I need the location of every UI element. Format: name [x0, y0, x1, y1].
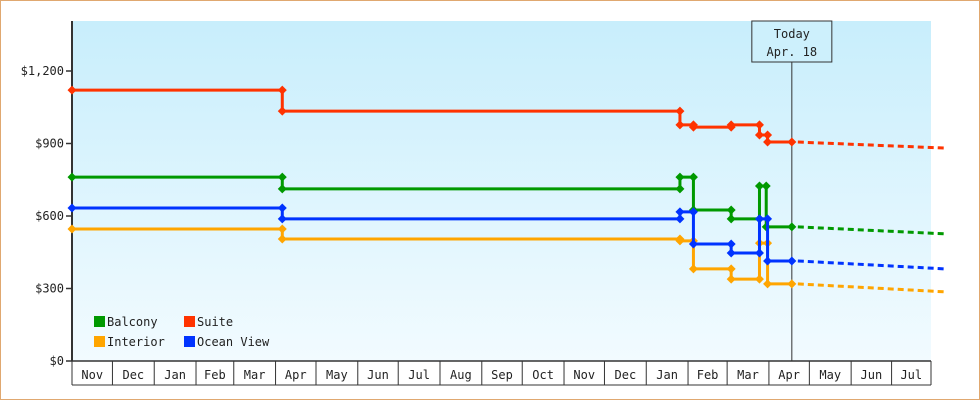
suite-point	[726, 120, 736, 130]
suite-forecast-line	[797, 140, 946, 150]
balcony-point	[787, 222, 797, 232]
ocean-view-point	[726, 248, 736, 258]
x-tick-label: Nov	[573, 368, 595, 382]
suite-point	[675, 120, 685, 130]
x-tick-label: May	[326, 368, 348, 382]
interior-point	[726, 274, 736, 284]
x-tick-label: Nov	[81, 368, 103, 382]
interior-point	[277, 234, 287, 244]
suite-point	[688, 122, 698, 132]
ocean-view-point	[787, 256, 797, 266]
y-tick-label: $300	[35, 282, 64, 296]
x-tick-label: Jul	[408, 368, 430, 382]
balcony-point	[277, 184, 287, 194]
plot-area	[72, 21, 931, 361]
balcony-point	[726, 205, 736, 215]
x-tick-label: Oct	[532, 368, 554, 382]
legend-swatch	[184, 336, 195, 347]
suite-point	[67, 85, 77, 95]
today-label-box	[751, 20, 833, 63]
legend-swatch	[94, 336, 105, 347]
suite-point	[675, 106, 685, 116]
x-tick-label: Apr	[778, 368, 800, 382]
x-tick-label: Jun	[861, 368, 883, 382]
y-tick-label: $1,200	[21, 64, 64, 78]
x-tick-label: Sep	[491, 368, 513, 382]
x-tick-label: Jan	[656, 368, 678, 382]
suite-point	[277, 85, 287, 95]
interior-point	[726, 264, 736, 274]
interior-forecast-line	[797, 282, 946, 294]
balcony-point	[675, 184, 685, 194]
x-tick-label: Feb	[697, 368, 719, 382]
balcony-point	[754, 181, 764, 191]
interior-point	[277, 224, 287, 234]
ocean-view-point	[754, 214, 764, 224]
balcony-point	[675, 172, 685, 182]
today-date-label: Apr. 18	[767, 45, 818, 59]
y-tick-label: $900	[35, 137, 64, 151]
balcony-point	[277, 172, 287, 182]
y-tick-label: $0	[50, 354, 64, 368]
balcony-forecast-line	[797, 225, 946, 236]
ocean-view-point	[763, 214, 773, 224]
ocean-view-point	[754, 248, 764, 258]
x-tick-label: Mar	[244, 368, 266, 382]
suite-point	[763, 130, 773, 140]
ocean-view-point	[763, 256, 773, 266]
interior-point	[787, 279, 797, 289]
ocean-view-point	[277, 214, 287, 224]
y-tick-label: $600	[35, 209, 64, 223]
ocean-view-point	[726, 239, 736, 249]
ocean-view-forecast-line	[797, 259, 946, 271]
interior-point	[754, 274, 764, 284]
interior-point	[675, 236, 685, 246]
legend-swatch	[184, 316, 195, 327]
legend-label: Balcony	[107, 315, 158, 329]
x-tick-label: May	[819, 368, 841, 382]
ocean-view-point	[277, 203, 287, 213]
ocean-view-point	[688, 207, 698, 217]
ocean-view-point	[675, 214, 685, 224]
x-tick-label: Jan	[164, 368, 186, 382]
interior-point	[67, 224, 77, 234]
x-tick-label: Feb	[204, 368, 226, 382]
suite-point	[754, 120, 764, 130]
suite-point	[763, 137, 773, 147]
ocean-view-point	[688, 239, 698, 249]
ocean-view-point	[675, 207, 685, 217]
x-tick-label: Mar	[737, 368, 759, 382]
x-tick-label: Jun	[367, 368, 389, 382]
suite-point	[787, 137, 797, 147]
suite-point	[277, 106, 287, 116]
interior-point	[763, 279, 773, 289]
x-tick-label: Aug	[450, 368, 472, 382]
legend-label: Interior	[107, 335, 165, 349]
interior-point	[688, 264, 698, 274]
today-label: Today	[774, 27, 810, 41]
balcony-point	[688, 172, 698, 182]
balcony-point	[67, 172, 77, 182]
balcony-point	[726, 214, 736, 224]
legend-label: Ocean View	[197, 335, 270, 349]
x-tick-label: Dec	[122, 368, 144, 382]
x-tick-label: Apr	[285, 368, 307, 382]
legend-swatch	[94, 316, 105, 327]
balcony-point	[761, 181, 771, 191]
x-tick-label: Jul	[900, 368, 922, 382]
legend-label: Suite	[197, 315, 233, 329]
x-tick-label: Dec	[615, 368, 637, 382]
suite-point	[754, 130, 764, 140]
ocean-view-point	[67, 203, 77, 213]
